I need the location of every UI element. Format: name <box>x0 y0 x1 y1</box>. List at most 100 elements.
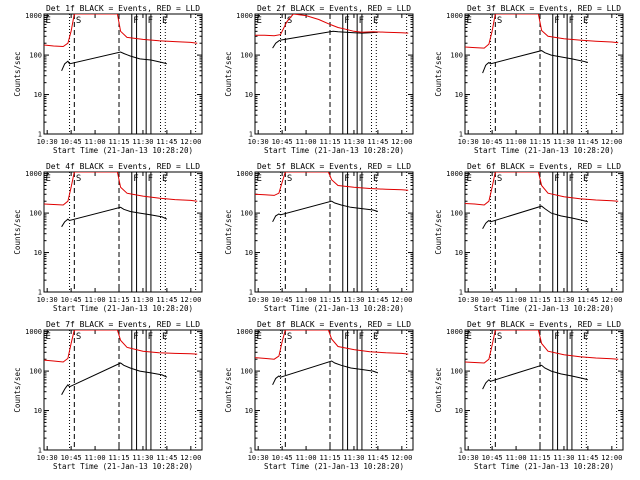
lld-series-line <box>465 172 619 206</box>
detector-panel: Det 9f BLACK = Events, RED = LLD 10:30 10:… <box>434 320 624 471</box>
lld-series-line <box>465 330 619 364</box>
x-tick-label: 12:00 <box>601 296 622 304</box>
detector-panel: Det 3f BLACK = Events, RED = LLD 10:30 10:… <box>434 4 624 155</box>
y-tick-label: 10 <box>245 407 253 415</box>
event-marker-label: E <box>373 16 378 26</box>
detector-panel: Det 5f BLACK = Events, RED = LLD 10:30 10:… <box>224 162 414 313</box>
panel-title: Det 8f BLACK = Events, RED = LLD <box>257 320 411 329</box>
y-axis-label: Counts/sec <box>224 51 233 96</box>
y-tick-label: 1000 <box>236 328 253 336</box>
y-tick-label: 100 <box>450 210 463 218</box>
x-tick-label: 11:45 <box>367 138 388 146</box>
events-series-line <box>482 50 589 74</box>
x-axis-label: Start Time (21-Jan-13 10:28:20) <box>264 146 404 155</box>
y-axis-label: Counts/sec <box>13 367 22 412</box>
event-marker-label: S <box>497 16 502 26</box>
event-marker-label: F <box>569 332 574 342</box>
event-marker-label: E <box>583 174 588 184</box>
x-tick-label: 11:00 <box>506 454 527 462</box>
x-tick-label: 11:45 <box>577 454 598 462</box>
plot-frame <box>254 13 414 135</box>
y-tick-label: 1 <box>249 447 253 455</box>
event-marker-label: F <box>569 174 574 184</box>
y-tick-label: 10 <box>34 249 42 257</box>
x-tick-label: 11:30 <box>553 138 574 146</box>
plot-frame <box>464 329 624 451</box>
event-marker-label: S <box>76 16 81 26</box>
event-marker-label: E <box>162 174 167 184</box>
y-axis-label: Counts/sec <box>434 51 443 96</box>
lld-series-line <box>255 330 409 360</box>
x-tick-label: 10:45 <box>272 454 293 462</box>
y-tick-label: 100 <box>240 52 253 60</box>
plot-frame <box>43 13 203 135</box>
y-tick-label: 1 <box>459 131 463 139</box>
y-axis-label: Counts/sec <box>434 209 443 254</box>
x-tick-label: 11:00 <box>85 454 106 462</box>
event-marker-label: E <box>583 332 588 342</box>
y-tick-label: 100 <box>29 52 42 60</box>
x-tick-label: 11:15 <box>319 454 340 462</box>
y-tick-label: 1000 <box>446 328 463 336</box>
y-tick-label: 1 <box>249 131 253 139</box>
x-tick-label: 11:00 <box>296 296 317 304</box>
x-tick-label: 10:45 <box>61 454 82 462</box>
event-marker-label: F <box>569 16 574 26</box>
y-axis-label: Counts/sec <box>224 209 233 254</box>
x-tick-label: 10:30 <box>37 296 58 304</box>
x-tick-label: 10:30 <box>248 454 269 462</box>
x-tick-label: 12:00 <box>391 138 412 146</box>
y-tick-label: 1000 <box>25 12 42 20</box>
corner-label: E <box>46 16 51 26</box>
events-series-line <box>61 362 168 396</box>
x-tick-label: 11:00 <box>506 138 527 146</box>
lld-series-line <box>255 14 409 37</box>
event-marker-label: F <box>344 174 349 184</box>
event-marker-label: F <box>359 174 364 184</box>
event-marker-label: F <box>148 332 153 342</box>
x-tick-label: 10:45 <box>482 296 503 304</box>
x-tick-label: 11:00 <box>506 296 527 304</box>
lld-series-line <box>44 14 198 48</box>
detector-panel: Det 4f BLACK = Events, RED = LLD 10:30 10:… <box>13 162 203 313</box>
event-marker-label: F <box>554 174 559 184</box>
panel-title: Det 7f BLACK = Events, RED = LLD <box>46 320 200 329</box>
y-tick-label: 100 <box>450 368 463 376</box>
event-marker-label: F <box>133 332 138 342</box>
x-axis-label: Start Time (21-Jan-13 10:28:20) <box>264 462 404 471</box>
plot-frame <box>43 171 203 293</box>
y-tick-label: 10 <box>245 91 253 99</box>
panel-title: Det 6f BLACK = Events, RED = LLD <box>467 162 621 171</box>
event-marker-label: F <box>344 16 349 26</box>
plot-frame <box>464 13 624 135</box>
corner-label: E <box>46 332 51 342</box>
event-marker-label: F <box>359 332 364 342</box>
detector-panel: Det 1f BLACK = Events, RED = LLD 10:30 10:… <box>13 4 203 155</box>
x-axis-label: Start Time (21-Jan-13 10:28:20) <box>53 462 193 471</box>
x-tick-label: 10:45 <box>61 296 82 304</box>
x-tick-label: 11:30 <box>132 454 153 462</box>
x-tick-label: 10:30 <box>458 296 479 304</box>
y-tick-label: 1000 <box>236 170 253 178</box>
panel-title: Det 5f BLACK = Events, RED = LLD <box>257 162 411 171</box>
panel-title: Det 9f BLACK = Events, RED = LLD <box>467 320 621 329</box>
x-tick-label: 11:30 <box>553 296 574 304</box>
x-tick-label: 11:15 <box>108 454 129 462</box>
event-marker-label: S <box>76 174 81 184</box>
x-tick-label: 11:30 <box>132 296 153 304</box>
corner-label: E <box>46 174 51 184</box>
y-tick-label: 10 <box>245 249 253 257</box>
x-tick-label: 11:00 <box>85 138 106 146</box>
x-tick-label: 11:15 <box>529 296 550 304</box>
y-tick-label: 100 <box>450 52 463 60</box>
event-marker-label: F <box>148 16 153 26</box>
event-marker-label: E <box>162 16 167 26</box>
y-tick-label: 1000 <box>236 12 253 20</box>
y-tick-label: 100 <box>29 368 42 376</box>
corner-label: E <box>257 16 262 26</box>
x-tick-label: 11:00 <box>85 296 106 304</box>
corner-label: E <box>257 332 262 342</box>
x-tick-label: 10:30 <box>37 138 58 146</box>
y-tick-label: 100 <box>29 210 42 218</box>
x-tick-label: 10:45 <box>482 454 503 462</box>
